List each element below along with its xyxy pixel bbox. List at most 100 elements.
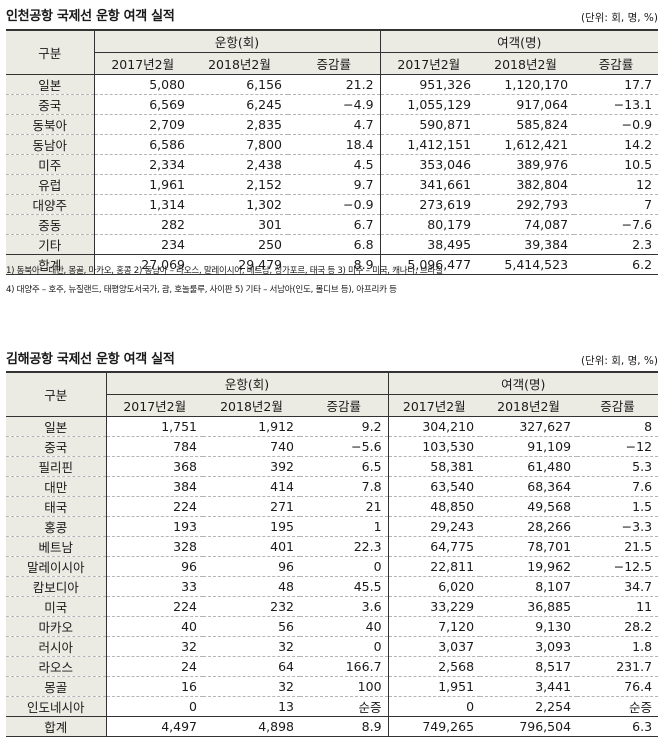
incheon-header-passengers: 여객(명) [380,29,659,53]
incheon-unit: (단위: 회, 명, %) [580,12,658,24]
row-label: 필리핀 [6,456,107,477]
cell-f17: 224 [106,496,203,517]
incheon-total-row: 합계 27,069 29,479 8.9 5,096,477 5,414,523 6.2 [6,253,659,275]
gimhae-header-flights-2017: 2017년2월 [106,394,203,416]
cell-pc: 17.7 [574,73,659,95]
cell-pc: 231.7 [577,656,659,677]
cell-p17: 1,951 [388,676,481,697]
table-row: 홍콩 193 195 1 29,243 28,266 −3.3 [6,516,659,537]
incheon-footnote-line: 1) 동북아 – 대만, 몽골, 마카오, 홍콩 2) 동남아 – 라오스, 말… [6,266,443,276]
incheon-header-flights-change: 증감률 [288,52,381,74]
cell-f17: 2,709 [94,114,191,135]
cell-f17: 384 [106,476,203,497]
cell-f17: 368 [106,456,203,477]
cell-pc: −12.5 [577,556,659,577]
cell-f18: 271 [203,496,300,517]
cell-f17: 1,751 [106,415,203,437]
cell-f17: 27,069 [94,253,191,275]
row-label: 대양주 [6,194,95,215]
gimhae-unit: (단위: 회, 명, %) [580,355,658,367]
table-row: 동북아 2,709 2,835 4.7 590,871 585,824 −0.9 [6,114,659,135]
cell-f17: 1,961 [94,174,191,195]
table-row: 유럽 1,961 2,152 9.7 341,661 382,804 12 [6,174,659,195]
row-label: 마카오 [6,616,107,637]
cell-p18: 1,612,421 [477,134,575,155]
row-label: 중국 [6,94,95,115]
cell-p18: 49,568 [480,496,578,517]
row-label: 일본 [6,73,95,95]
cell-fc: 7.8 [300,476,389,497]
table-row: 필리핀 368 392 6.5 58,381 61,480 5.3 [6,456,659,477]
incheon-footnote-line: 4) 대양주 – 호주, 뉴질랜드, 태평양도서국가, 괌, 호놀룰루, 사이판… [6,285,397,295]
cell-fc: 8.9 [288,253,381,275]
cell-p17: 5,096,477 [380,253,478,275]
cell-f17: 96 [106,556,203,577]
table-row: 일본 1,751 1,912 9.2 304,210 327,627 8 [6,415,659,437]
cell-p17: 2,568 [388,656,481,677]
gimhae-total-row: 합계 4,497 4,898 8.9 749,265 796,504 6.3 [6,715,659,737]
cell-fc: 9.7 [288,174,381,195]
cell-p18: 2,254 [480,696,578,717]
cell-fc: 4.5 [288,154,381,175]
incheon-header-flights-2018: 2018년2월 [191,52,288,74]
row-label: 인도네시아 [6,696,107,717]
gimhae-title: 김해공항 국제선 운항 여객 실적 [6,352,175,367]
cell-pc: 28.2 [577,616,659,637]
cell-pc: 6.2 [574,253,659,275]
cell-f17: 328 [106,536,203,557]
cell-pc: 1.5 [577,496,659,517]
incheon-header-pass-2017: 2017년2월 [380,52,478,74]
incheon-header-sub-row: 2017년2월 2018년2월 증감률 2017년2월 2018년2월 증감률 [6,52,659,74]
cell-f18: 740 [203,436,300,457]
cell-f17: 282 [94,214,191,235]
cell-f17: 5,080 [94,73,191,95]
cell-fc: 22.3 [300,536,389,557]
cell-f18: 414 [203,476,300,497]
cell-pc: 2.3 [574,234,659,255]
cell-f18: 6,245 [191,94,288,115]
gimhae-header-flights-2018: 2018년2월 [203,394,300,416]
table-row: 동남아 6,586 7,800 18.4 1,412,151 1,612,421 14.2 [6,134,659,155]
cell-p17: 749,265 [388,715,481,737]
cell-f18: 64 [203,656,300,677]
cell-f18: 6,156 [191,73,288,95]
cell-f17: 40 [106,616,203,637]
gimhae-header-pass-change: 증감률 [577,394,659,416]
cell-p17: 1,055,129 [380,94,478,115]
cell-fc: 순증 [300,696,389,717]
table-row: 마카오 40 56 40 7,120 9,130 28.2 [6,616,659,637]
cell-p18: 796,504 [480,715,578,737]
cell-pc: 7.6 [577,476,659,497]
cell-pc: 1.8 [577,636,659,657]
table-row: 몽골 16 32 100 1,951 3,441 76.4 [6,676,659,697]
cell-pc: 21.5 [577,536,659,557]
cell-p17: 353,046 [380,154,478,175]
cell-f18: 232 [203,596,300,617]
cell-f18: 13 [203,696,300,717]
cell-f18: 4,898 [203,715,300,737]
row-label: 홍콩 [6,516,107,537]
cell-fc: 0 [300,556,389,577]
table-row: 대양주 1,314 1,302 −0.9 273,619 292,793 7 [6,194,659,215]
cell-p17: 3,037 [388,636,481,657]
cell-p18: 382,804 [477,174,575,195]
cell-f18: 392 [203,456,300,477]
cell-pc: 7 [574,194,659,215]
row-label: 태국 [6,496,107,517]
cell-f18: 48 [203,576,300,597]
cell-p18: 78,701 [480,536,578,557]
cell-p18: 8,107 [480,576,578,597]
table-row: 태국 224 271 21 48,850 49,568 1.5 [6,496,659,517]
cell-f18: 250 [191,234,288,255]
row-label: 몽골 [6,676,107,697]
cell-f18: 56 [203,616,300,637]
cell-p18: 327,627 [480,415,578,437]
cell-fc: 8.9 [300,715,389,737]
cell-fc: 3.6 [300,596,389,617]
cell-fc: 21 [300,496,389,517]
row-label: 베트남 [6,536,107,557]
cell-pc: 10.5 [574,154,659,175]
cell-pc: 12 [574,174,659,195]
cell-pc: −0.9 [574,114,659,135]
cell-fc: 100 [300,676,389,697]
